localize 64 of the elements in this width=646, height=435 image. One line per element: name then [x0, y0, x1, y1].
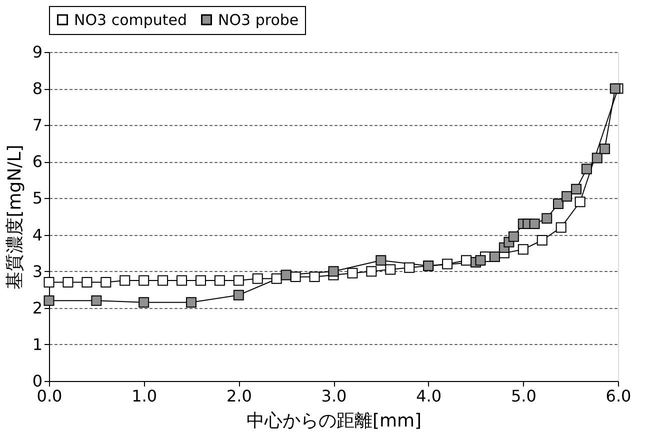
point — [529, 218, 540, 230]
point — [376, 255, 386, 266]
legend-label: NO3 probe — [218, 10, 299, 29]
x-axis-title: 中心からの距離[mm] — [246, 410, 422, 432]
point — [280, 270, 292, 280]
x-tick-label: 5.0 — [510, 386, 536, 406]
point — [366, 266, 377, 277]
x-tick-label: 2.0 — [226, 386, 252, 406]
point — [62, 277, 74, 288]
point — [328, 266, 339, 277]
point — [404, 262, 415, 273]
point — [461, 255, 472, 266]
point — [186, 297, 196, 308]
x-tick-label: 4.0 — [416, 386, 442, 406]
point — [385, 264, 396, 275]
point — [581, 164, 592, 174]
point — [347, 268, 358, 278]
point — [252, 273, 263, 284]
y-tick-label: 4 — [32, 225, 42, 244]
point — [138, 275, 150, 286]
y-tick-label: 1 — [32, 334, 42, 354]
x-tick-label: 1.0 — [132, 386, 158, 406]
legend-label: NO3 computed — [74, 10, 188, 29]
point — [489, 251, 500, 262]
point — [158, 275, 168, 286]
point — [195, 275, 206, 286]
point — [120, 275, 130, 286]
point — [271, 273, 282, 284]
point — [309, 272, 320, 282]
point — [233, 275, 244, 286]
point — [100, 277, 112, 288]
point — [176, 275, 188, 286]
point — [556, 222, 566, 233]
point — [518, 244, 528, 255]
point — [562, 191, 572, 202]
y-tick-label: 2 — [32, 298, 42, 318]
point — [138, 297, 150, 308]
point — [82, 277, 92, 288]
x-tick-label: 6.0 — [606, 386, 632, 406]
y-tick-label: 7 — [32, 116, 42, 135]
point — [571, 184, 582, 194]
point — [592, 152, 602, 164]
y-tick-label: 3 — [32, 262, 42, 281]
point — [574, 196, 586, 208]
x-tick-label: 3.0 — [321, 386, 347, 406]
point — [442, 258, 453, 270]
point — [290, 272, 301, 282]
point — [599, 144, 610, 154]
point — [91, 295, 102, 306]
y-axis-title: 基質濃度[mgN/L] — [4, 144, 26, 290]
point — [44, 277, 54, 288]
point — [536, 235, 548, 246]
point — [475, 255, 486, 266]
y-tick-label: 6 — [32, 152, 42, 172]
point — [233, 290, 244, 300]
point — [214, 275, 225, 286]
y-tick-label: 8 — [32, 79, 42, 98]
point — [553, 198, 564, 209]
point — [44, 295, 54, 306]
y-tick-label: 5 — [32, 188, 42, 208]
y-tick-label: 9 — [32, 42, 42, 62]
point — [610, 83, 620, 94]
point — [542, 213, 552, 224]
point — [508, 231, 519, 242]
